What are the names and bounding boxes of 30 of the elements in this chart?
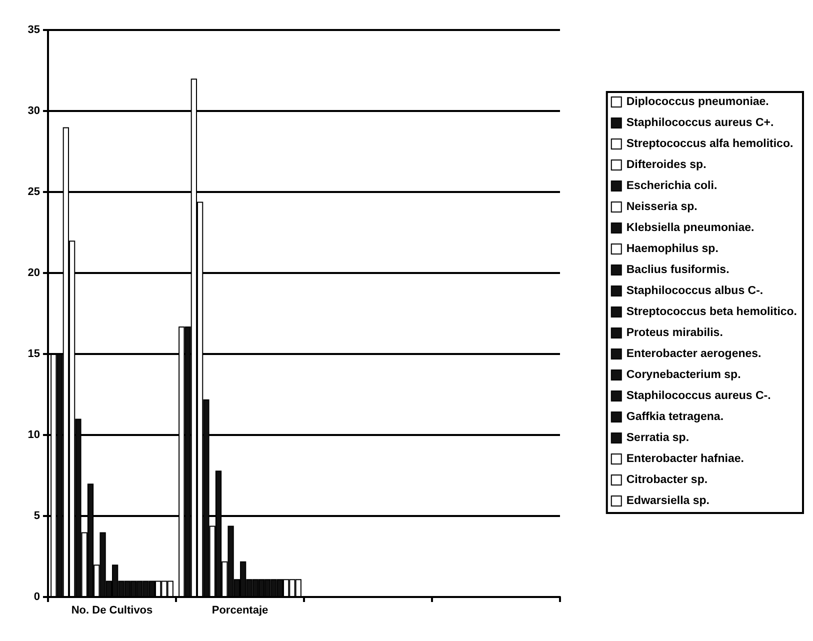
x-tick-label: Porcentaje [212,604,268,616]
y-tick-label: 0 [34,591,40,603]
y-tick-label: 25 [28,186,40,198]
legend-label: Streptococcus beta hemolitico. [626,306,798,318]
legend-label: Staphilococcus aureus C+. [626,117,774,129]
legend-label: Neisseria sp. [626,201,698,213]
legend-label: Staphilococcus aureus C-. [626,390,771,402]
legend-label: Serratia sp. [626,432,690,444]
legend-label: Staphilococcus albus C-. [626,285,764,297]
legend-label: Diplococcus pneumoniae. [626,96,769,108]
legend-label: Enterobacter hafniae. [626,453,744,465]
legend-label: Enterobacter aerogenes. [626,348,762,360]
y-tick-label: 35 [28,24,40,36]
y-tick-label: 5 [34,510,40,522]
y-tick-label: 20 [28,267,40,279]
y-tick-label: 15 [28,348,40,360]
legend-label: Klebsiella pneumoniae. [626,222,754,234]
legend-label: Difteroides sp. [626,159,706,171]
legend-label: Escherichia coli. [626,180,718,192]
x-tick-label: No. De Cultivos [71,604,153,616]
legend-label: Edwarsiella sp. [626,495,710,507]
legend-label: Gaffkia tetragena. [626,411,724,423]
y-tick-label: 10 [28,429,40,441]
legend-label: Baclius fusiformis. [626,264,730,276]
legend-label: Citrobacter sp. [626,474,708,486]
legend-label: Corynebacterium sp. [626,369,741,381]
y-tick-label: 30 [28,105,40,117]
legend-label: Streptococcus alfa hemolitico. [626,138,794,150]
legend-label: Proteus mirabilis. [626,327,723,339]
legend-label: Haemophilus sp. [626,243,718,255]
